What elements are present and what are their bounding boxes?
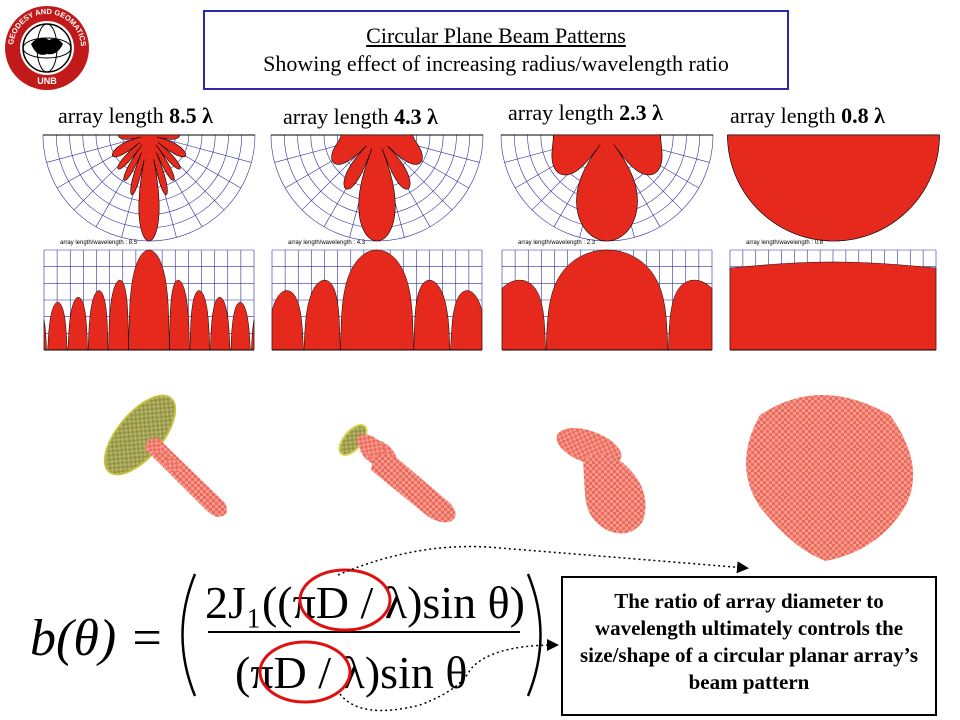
highlight-numerator	[298, 568, 392, 632]
cartesian-beam-shape-1	[43, 249, 255, 351]
title-line-1: Circular Plane Beam Patterns	[366, 23, 626, 48]
note-box: The ratio of array diameter to wavelengt…	[561, 576, 937, 716]
polar-beam-shape-3	[551, 134, 663, 242]
cartesian-beam-shape-2	[271, 249, 483, 351]
cartesian-beam-shape-4	[729, 261, 937, 351]
cartesian-panel-4	[720, 244, 940, 360]
polar-panel-2	[268, 133, 486, 245]
cartesian-panel-1	[34, 244, 258, 360]
cartesian-panel-3	[492, 244, 716, 360]
polar-panel-4	[727, 133, 940, 245]
formula-lhs: b(θ) =	[30, 610, 164, 667]
polar-panel-3	[498, 133, 716, 245]
polar-beam-shape-2	[331, 134, 423, 242]
beam-formula: b(θ) = 2J₁((πD / λ)sin θ) (πD / λ)sin θ	[30, 560, 550, 710]
svg-text:UNB: UNB	[37, 76, 57, 86]
beam-3d-1	[95, 385, 245, 535]
column-label-2: array length 4.3 λ	[283, 104, 438, 129]
polar-beam-shape-4	[727, 134, 940, 242]
polar-panel-1	[40, 133, 258, 245]
highlight-denominator	[258, 640, 352, 704]
title-line-2: Showing effect of increasing radius/wave…	[263, 51, 729, 76]
caption-3: array length/wavelength : 2.3	[518, 240, 596, 246]
caption-1: array length/wavelength : 8.5	[60, 240, 138, 246]
beam-3d-3	[547, 425, 677, 540]
polar-beam-shape-1	[112, 134, 186, 242]
column-label-1: array length 8.5 λ	[58, 103, 213, 128]
beam-3d-4	[730, 385, 920, 565]
column-label-3: array length 2.3 λ	[508, 100, 663, 125]
formula-numerator: 2J₁((πD / λ)sin θ)	[205, 577, 525, 628]
column-label-4: array length 0.8 λ	[730, 103, 885, 128]
unb-logo: GEODESY AND GEOMATICS ENGINEERING UNB	[0, 0, 91, 92]
caption-2: array length/wavelength : 4.3	[288, 240, 366, 246]
cartesian-beam-shape-3	[501, 249, 713, 351]
caption-4: array length/wavelength : 0.8	[746, 240, 824, 246]
cartesian-panel-2	[262, 244, 486, 360]
beam-3d-2	[333, 418, 473, 538]
title-box: Circular Plane Beam Patterns Showing eff…	[203, 10, 789, 90]
